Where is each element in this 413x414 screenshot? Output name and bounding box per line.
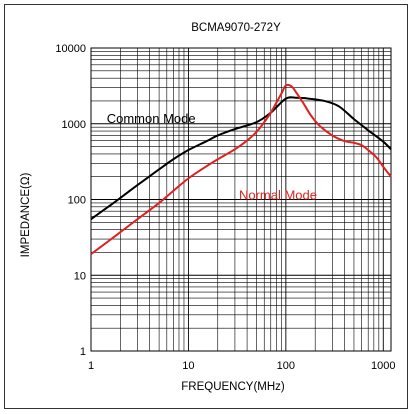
common-mode-label: Common Mode [107,111,196,126]
y-tick-label: 10000 [55,43,86,55]
y-tick-label: 100 [68,195,86,207]
plot-area-border [90,47,392,352]
x-tick-label: 1000 [371,360,395,372]
normal-mode-label: Normal Mode [239,188,317,203]
x-tick-label: 10 [182,360,194,372]
series-layer [90,83,392,255]
x-tick-label: 1 [88,360,94,372]
x-tick-label: 100 [277,360,295,372]
y-axis-title: IMPEDANCE(Ω) [20,173,32,258]
y-axis-ticks: 1 10 100 1000 10000 [55,43,86,358]
chart-title: BCMA9070-272Y [191,22,281,34]
y-tick-label: 1 [80,346,86,358]
x-axis-title: FREQUENCY(MHz) [181,381,285,393]
x-axis-ticks: 1 10 100 1000 [88,360,396,372]
normal-mode-line [90,83,392,255]
chart-frame [4,4,408,409]
common-mode-line [90,96,392,220]
y-tick-label: 10 [74,270,86,282]
series-labels: Common Mode Normal Mode [107,111,317,203]
y-tick-label: 1000 [62,119,86,131]
